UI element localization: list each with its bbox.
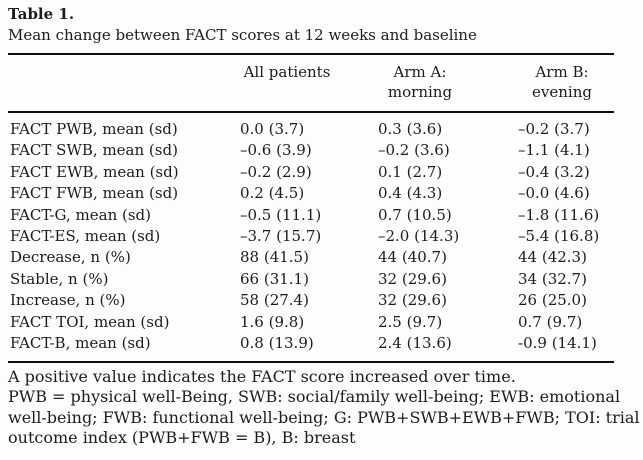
cell-arm-b: –0.4 (3.2) [518,162,590,181]
table-row: FACT PWB, mean (sd) 0.0 (3.7) 0.3 (3.6) –0.… [8,119,614,140]
cell-row-label: FACT-ES, mean (sd) [10,226,161,245]
cell-arm-b: –1.8 (11.6) [518,205,600,224]
cell-all-patients: 0.0 (3.7) [240,120,305,138]
cell-row-label: FACT FWB, mean (sd) [10,184,179,203]
footnote-line: PWB = physical well-Being, SWB: social/f… [8,387,621,407]
footnote-line: A positive value indicates the FACT scor… [8,367,516,386]
table-rule-header-separator [8,110,614,113]
table-row: FACT-ES, mean (sd) –3.7 (15.7) –2.0 (14.3)… [8,226,614,247]
cell-all-patients: 88 (41.5) [240,248,309,267]
cell-arm-b: –0.2 (3.7) [518,120,590,138]
cell-all-patients: 0.2 (4.5) [240,184,305,203]
cell-row-label: FACT-G, mean (sd) [10,205,152,224]
table-row: FACT SWB, mean (sd) –0.6 (3.9) –0.2 (3.6) –… [8,140,614,161]
cell-arm-b: –0.0 (4.6) [518,184,590,203]
column-header-all-patients-label: All patients [243,63,331,81]
cell-arm-a: 0.3 (3.6) [378,120,443,138]
column-header-arm-a: Arm A: morning [388,62,452,102]
cell-arm-a: 0.7 (10.5) [378,205,452,224]
table-footnotes: A positive value indicates the FACT scor… [8,367,640,449]
column-header-arm-b-line1: Arm B: [535,63,589,81]
cell-row-label: FACT TOI, mean (sd) [10,312,170,331]
cell-all-patients: –0.2 (2.9) [240,162,312,181]
cell-row-label: FACT SWB, mean (sd) [10,141,178,160]
cell-arm-a: 0.4 (4.3) [378,184,443,203]
footnote-line: well-being; FWB: functional well-being; … [8,407,640,427]
cell-arm-b: 34 (32.7) [518,269,587,288]
cell-arm-a: 0.1 (2.7) [378,162,443,181]
table-row: FACT TOI, mean (sd) 1.6 (9.8) 2.5 (9.7) 0.7… [8,312,614,333]
table-row: Stable, n (%) 66 (31.1) 32 (29.6) 34 (32.7) [8,269,614,290]
cell-arm-a: –0.2 (3.6) [378,141,450,160]
table-row: Decrease, n (%) 88 (41.5) 44 (40.7) 44 (42.… [8,247,614,268]
cell-row-label: Decrease, n (%) [10,248,131,267]
cell-all-patients: –3.7 (15.7) [240,226,322,245]
cell-arm-b: –1.1 (4.1) [518,141,590,160]
cell-row-label: Stable, n (%) [10,269,109,288]
table-row: FACT-G, mean (sd) –0.5 (11.1) 0.7 (10.5) –1… [8,205,614,226]
table-row: FACT-B, mean (sd) 0.8 (13.9) 2.4 (13.6) -0.… [8,333,614,354]
cell-row-label: FACT-B, mean (sd) [10,333,151,352]
cell-arm-b: -0.9 (14.1) [518,333,597,352]
cell-arm-a: 44 (40.7) [378,248,447,267]
column-header-arm-a-line2: morning [387,83,453,101]
cell-arm-b: 44 (42.3) [518,248,587,267]
table-rule-bottom [8,361,614,364]
cell-arm-a: –2.0 (14.3) [378,226,460,245]
table-rule-top [8,53,614,56]
cell-all-patients: –0.5 (11.1) [240,205,322,224]
cell-row-label: FACT PWB, mean (sd) [10,120,178,138]
table-row: FACT EWB, mean (sd) –0.2 (2.9) 0.1 (2.7) –0… [8,162,614,183]
cell-all-patients: 0.8 (13.9) [240,333,314,352]
cell-row-label: Increase, n (%) [10,291,126,310]
cell-arm-a: 2.4 (13.6) [378,333,452,352]
table-row: Increase, n (%) 58 (27.4) 32 (29.6) 26 (25.… [8,290,614,311]
table-title: Table 1. [8,5,75,23]
cell-all-patients: 58 (27.4) [240,291,309,310]
cell-row-label: FACT EWB, mean (sd) [10,162,179,181]
column-header-arm-a-line1: Arm A: [393,63,447,81]
table-body: FACT PWB, mean (sd) 0.0 (3.7) 0.3 (3.6) –0.… [8,119,614,354]
table-row: FACT FWB, mean (sd) 0.2 (4.5) 0.4 (4.3) –0.… [8,183,614,204]
cell-arm-b: 0.7 (9.7) [518,312,583,331]
cell-arm-b: –5.4 (16.8) [518,226,600,245]
cell-all-patients: 1.6 (9.8) [240,312,305,331]
footnote-line: outcome index (PWB+FWB = B), B: breast [8,428,356,448]
column-header-all-patients: All patients [244,62,331,82]
cell-all-patients: 66 (31.1) [240,269,309,288]
cell-arm-a: 32 (29.6) [378,291,447,310]
cell-arm-b: 26 (25.0) [518,291,587,310]
column-header-arm-b-line2: evening [532,83,592,101]
cell-all-patients: –0.6 (3.9) [240,141,312,160]
cell-arm-a: 2.5 (9.7) [378,312,443,331]
cell-arm-a: 32 (29.6) [378,269,447,288]
table-caption: Mean change between FACT scores at 12 we… [8,26,477,44]
column-header-arm-b: Arm B: evening [532,62,592,102]
